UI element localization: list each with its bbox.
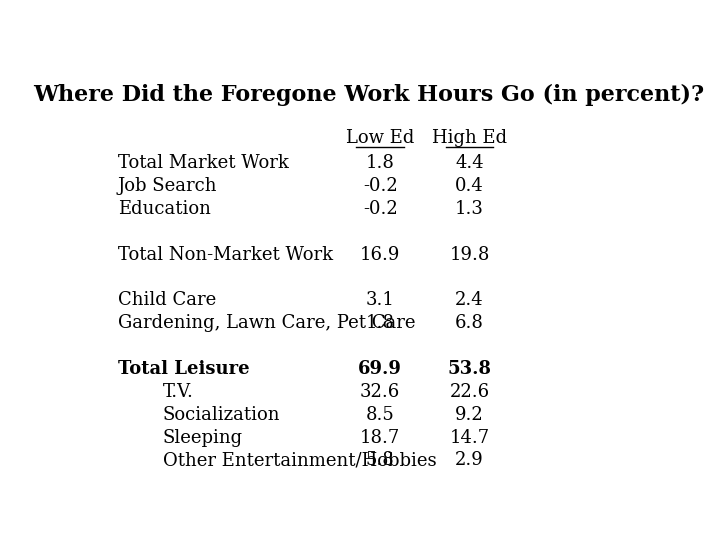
- Text: 0.4: 0.4: [455, 177, 484, 195]
- Text: Education: Education: [118, 200, 211, 218]
- Text: Sleeping: Sleeping: [163, 429, 243, 447]
- Text: Low Ed: Low Ed: [346, 129, 414, 147]
- Text: Total Non-Market Work: Total Non-Market Work: [118, 246, 333, 264]
- Text: 32.6: 32.6: [360, 383, 400, 401]
- Text: -0.2: -0.2: [363, 200, 397, 218]
- Text: 1.8: 1.8: [366, 154, 395, 172]
- Text: Child Care: Child Care: [118, 292, 216, 309]
- Text: Total Leisure: Total Leisure: [118, 360, 250, 378]
- Text: 53.8: 53.8: [447, 360, 492, 378]
- Text: 4.4: 4.4: [455, 154, 484, 172]
- Text: 14.7: 14.7: [449, 429, 490, 447]
- Text: Other Entertainment/Hobbies: Other Entertainment/Hobbies: [163, 451, 436, 469]
- Text: High Ed: High Ed: [432, 129, 507, 147]
- Text: Gardening, Lawn Care, Pet Care: Gardening, Lawn Care, Pet Care: [118, 314, 415, 332]
- Text: 2.9: 2.9: [455, 451, 484, 469]
- Text: 8.5: 8.5: [366, 406, 395, 424]
- Text: 22.6: 22.6: [449, 383, 490, 401]
- Text: 18.7: 18.7: [360, 429, 400, 447]
- Text: 1.8: 1.8: [366, 314, 395, 332]
- Text: 1.3: 1.3: [455, 200, 484, 218]
- Text: 19.8: 19.8: [449, 246, 490, 264]
- Text: 3.1: 3.1: [366, 292, 395, 309]
- Text: -0.2: -0.2: [363, 177, 397, 195]
- Text: 6.8: 6.8: [455, 314, 484, 332]
- Text: Total Market Work: Total Market Work: [118, 154, 289, 172]
- Text: Socialization: Socialization: [163, 406, 280, 424]
- Text: 16.9: 16.9: [360, 246, 400, 264]
- Text: 2.4: 2.4: [455, 292, 484, 309]
- Text: T.V.: T.V.: [163, 383, 194, 401]
- Text: 9.2: 9.2: [455, 406, 484, 424]
- Text: 5.8: 5.8: [366, 451, 395, 469]
- Text: 69.9: 69.9: [359, 360, 402, 378]
- Text: Where Did the Foregone Work Hours Go (in percent)?: Where Did the Foregone Work Hours Go (in…: [33, 84, 705, 106]
- Text: Job Search: Job Search: [118, 177, 217, 195]
